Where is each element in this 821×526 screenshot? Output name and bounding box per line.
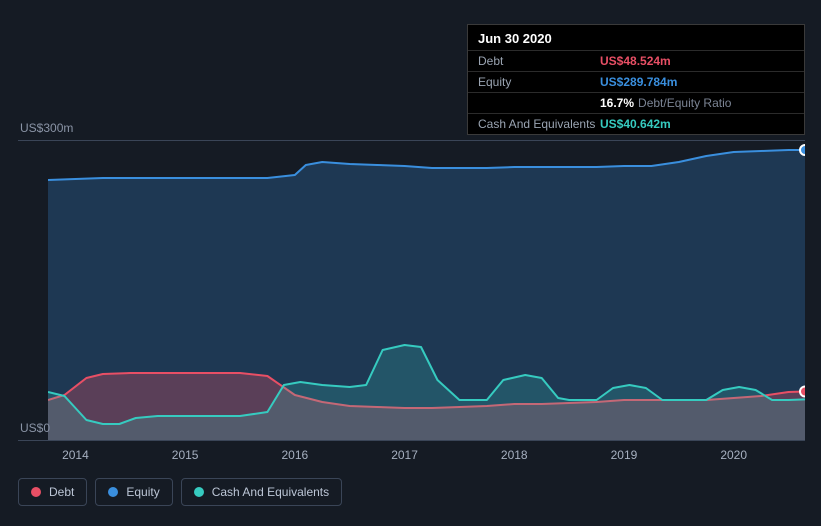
tooltip-row-value: US$289.784m [600, 75, 677, 89]
plot-area [48, 140, 805, 440]
x-axis: 2014 2015 2016 2017 2018 2019 2020 [48, 448, 805, 468]
x-axis-label: 2017 [391, 448, 418, 462]
tooltip-row: EquityUS$289.784m [468, 71, 804, 92]
legend-label: Equity [126, 485, 159, 499]
tooltip-row: 16.7%Debt/Equity Ratio [468, 92, 804, 113]
x-axis-label: 2014 [62, 448, 89, 462]
legend-label: Debt [49, 485, 74, 499]
tooltip-row: Cash And EquivalentsUS$40.642m [468, 113, 804, 134]
chart-legend: Debt Equity Cash And Equivalents [18, 478, 342, 506]
legend-label: Cash And Equivalents [212, 485, 329, 499]
x-axis-label: 2016 [281, 448, 308, 462]
legend-dot-icon [108, 487, 118, 497]
chart-tooltip: Jun 30 2020 DebtUS$48.524mEquityUS$289.7… [467, 24, 805, 135]
y-gridline [18, 440, 805, 441]
legend-dot-icon [31, 487, 41, 497]
legend-dot-icon [194, 487, 204, 497]
tooltip-row-label [478, 96, 600, 110]
tooltip-row-value: US$48.524m [600, 54, 671, 68]
tooltip-row-label: Cash And Equivalents [478, 117, 600, 131]
tooltip-row-value: 16.7%Debt/Equity Ratio [600, 96, 731, 110]
tooltip-row-label: Equity [478, 75, 600, 89]
tooltip-title: Jun 30 2020 [468, 25, 804, 50]
series-marker [800, 145, 805, 155]
tooltip-row: DebtUS$48.524m [468, 50, 804, 71]
legend-item-cash-and-equivalents[interactable]: Cash And Equivalents [181, 478, 342, 506]
x-axis-label: 2020 [720, 448, 747, 462]
x-axis-label: 2019 [611, 448, 638, 462]
y-axis-label: US$300m [20, 121, 73, 135]
y-axis-label: US$0 [20, 421, 50, 435]
series-marker [800, 387, 805, 397]
tooltip-row-label: Debt [478, 54, 600, 68]
legend-item-debt[interactable]: Debt [18, 478, 87, 506]
x-axis-label: 2015 [172, 448, 199, 462]
debt-equity-chart: Jun 30 2020 DebtUS$48.524mEquityUS$289.7… [0, 0, 821, 526]
legend-item-equity[interactable]: Equity [95, 478, 172, 506]
x-axis-label: 2018 [501, 448, 528, 462]
tooltip-row-value: US$40.642m [600, 117, 671, 131]
